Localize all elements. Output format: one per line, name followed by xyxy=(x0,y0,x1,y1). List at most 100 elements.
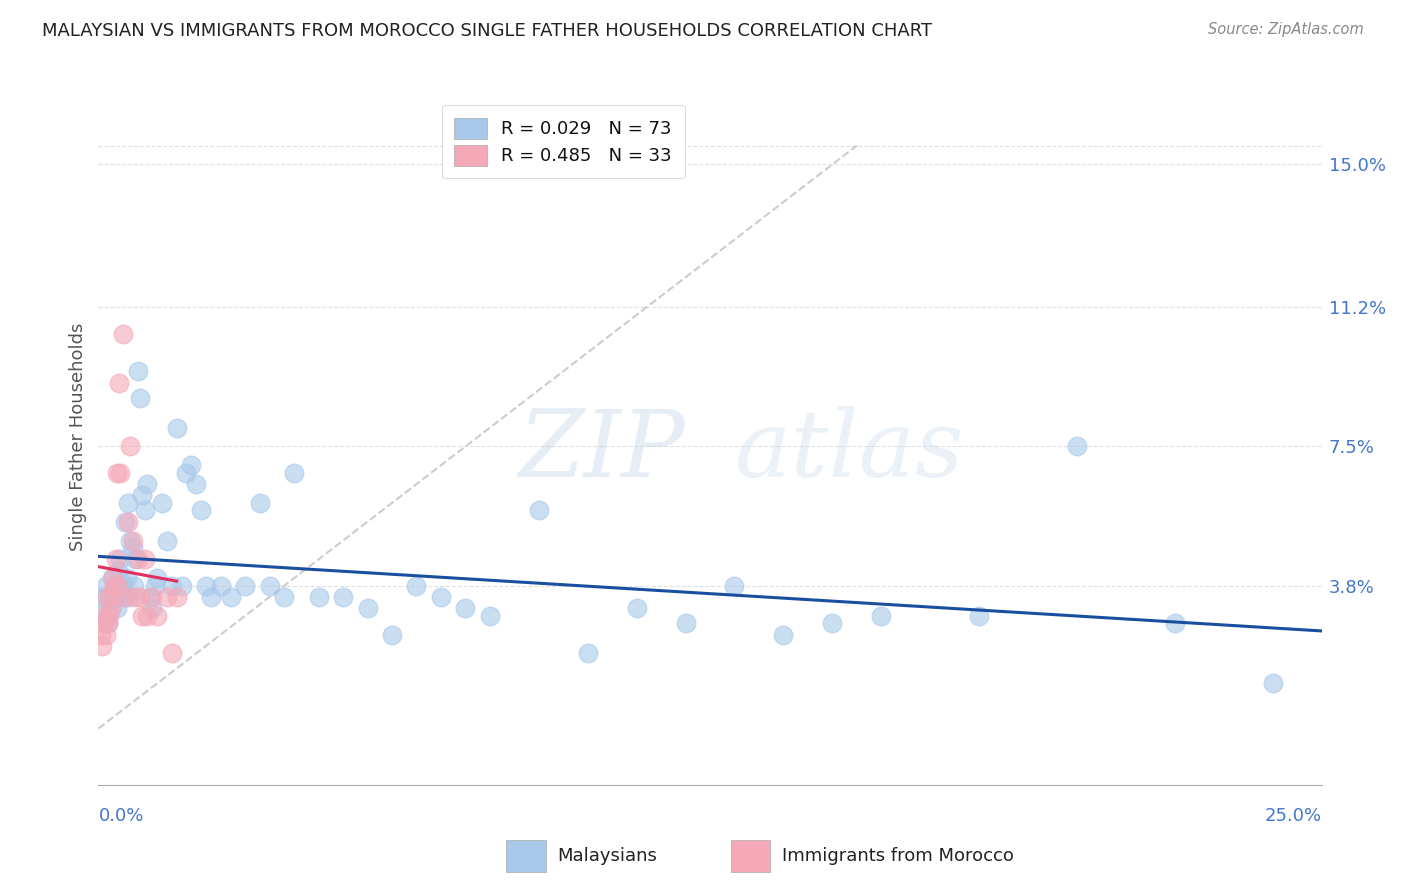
Text: Source: ZipAtlas.com: Source: ZipAtlas.com xyxy=(1208,22,1364,37)
Point xyxy=(626,601,648,615)
Point xyxy=(127,552,149,566)
Point xyxy=(160,646,183,660)
FancyBboxPatch shape xyxy=(506,840,546,872)
Point xyxy=(381,627,404,641)
Point xyxy=(190,503,212,517)
Point xyxy=(93,616,115,631)
Point xyxy=(136,477,159,491)
Point xyxy=(107,564,129,578)
Point xyxy=(308,590,330,604)
Point xyxy=(139,590,162,604)
Point xyxy=(98,590,121,604)
Point xyxy=(356,601,378,615)
Point xyxy=(233,579,256,593)
Point xyxy=(111,579,134,593)
Point xyxy=(94,579,117,593)
Point xyxy=(772,627,794,641)
Point xyxy=(576,646,599,660)
Point xyxy=(121,541,143,555)
Point xyxy=(176,466,198,480)
Point xyxy=(124,552,146,566)
Point xyxy=(454,601,477,615)
Point xyxy=(101,571,124,585)
Point xyxy=(101,586,124,600)
Point xyxy=(108,590,131,604)
Point xyxy=(114,590,136,604)
Point xyxy=(94,627,117,641)
Point xyxy=(195,579,218,593)
Point xyxy=(821,616,844,631)
Text: 0.0%: 0.0% xyxy=(98,807,143,825)
Point xyxy=(675,616,697,631)
FancyBboxPatch shape xyxy=(731,840,770,872)
Point xyxy=(90,590,112,604)
Point xyxy=(160,579,183,593)
Point xyxy=(156,533,179,548)
Point xyxy=(129,590,152,604)
Point xyxy=(127,364,149,378)
Point xyxy=(124,590,146,604)
Point xyxy=(141,590,163,604)
Point xyxy=(117,515,139,529)
Point xyxy=(103,579,125,593)
Point xyxy=(967,608,990,623)
Point xyxy=(91,608,114,623)
Legend: R = 0.029   N = 73, R = 0.485   N = 33: R = 0.029 N = 73, R = 0.485 N = 33 xyxy=(441,105,685,178)
Y-axis label: Single Father Households: Single Father Households xyxy=(69,323,87,551)
Point xyxy=(120,440,142,454)
Point xyxy=(209,579,232,593)
Point xyxy=(1066,440,1088,454)
Point xyxy=(90,627,112,641)
Point xyxy=(527,503,550,517)
Point xyxy=(96,590,118,604)
Point xyxy=(101,571,124,585)
Point xyxy=(129,391,152,405)
Point xyxy=(249,496,271,510)
Point xyxy=(478,608,501,623)
Point xyxy=(186,477,208,491)
Point xyxy=(117,496,139,510)
Point xyxy=(98,608,121,623)
Point xyxy=(121,533,143,548)
Point xyxy=(723,579,745,593)
Point xyxy=(101,590,124,604)
Point xyxy=(146,608,169,623)
Point xyxy=(105,466,128,480)
Point xyxy=(134,552,156,566)
Point xyxy=(283,466,305,480)
Point xyxy=(170,579,193,593)
Point xyxy=(273,590,295,604)
Point xyxy=(104,552,127,566)
Point xyxy=(122,579,145,593)
Point xyxy=(180,458,202,473)
Point xyxy=(200,590,222,604)
Point xyxy=(219,590,242,604)
Point xyxy=(136,608,159,623)
Text: Immigrants from Morocco: Immigrants from Morocco xyxy=(782,847,1014,865)
Text: atlas: atlas xyxy=(734,406,965,496)
Point xyxy=(110,466,132,480)
Point xyxy=(91,601,114,615)
Point xyxy=(97,616,120,631)
Point xyxy=(150,496,173,510)
Point xyxy=(146,571,169,585)
Point xyxy=(105,601,128,615)
Point xyxy=(111,326,134,341)
Point xyxy=(405,579,427,593)
Point xyxy=(166,590,188,604)
Point xyxy=(108,376,131,390)
Point xyxy=(110,552,132,566)
Text: MALAYSIAN VS IMMIGRANTS FROM MOROCCO SINGLE FATHER HOUSEHOLDS CORRELATION CHART: MALAYSIAN VS IMMIGRANTS FROM MOROCCO SIN… xyxy=(42,22,932,40)
Point xyxy=(143,579,166,593)
Point xyxy=(131,488,153,502)
Point xyxy=(259,579,281,593)
Point xyxy=(100,601,122,615)
Text: 25.0%: 25.0% xyxy=(1264,807,1322,825)
Point xyxy=(112,590,135,604)
Point xyxy=(115,571,138,585)
Point xyxy=(107,579,129,593)
Point xyxy=(120,533,142,548)
Point xyxy=(332,590,354,604)
Point xyxy=(1164,616,1187,631)
Point xyxy=(97,616,120,631)
